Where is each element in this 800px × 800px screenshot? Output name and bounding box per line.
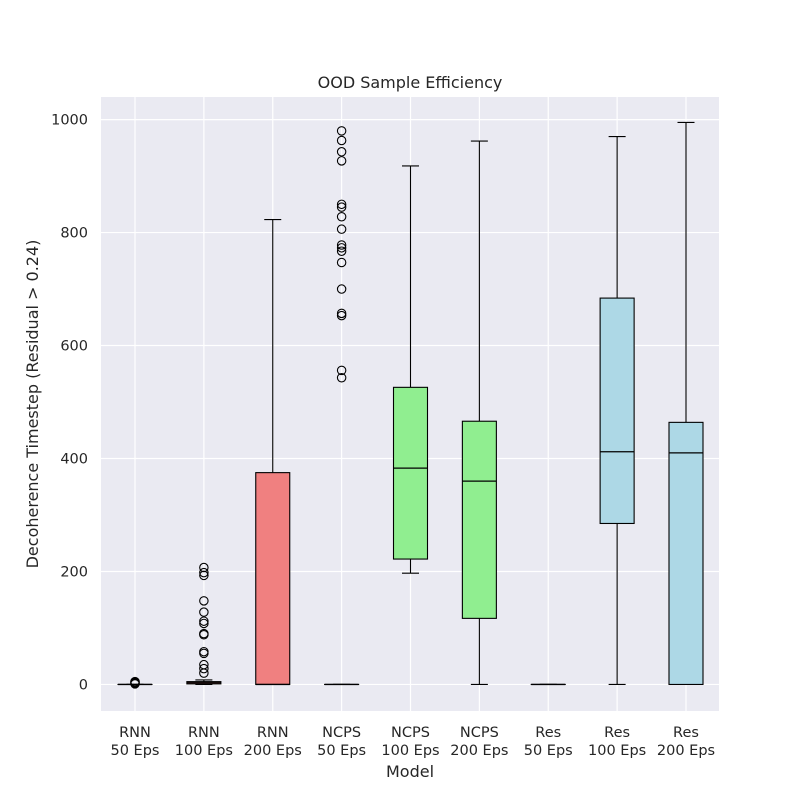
outlier-point: [199, 562, 209, 573]
x-tick-label: RNN: [119, 725, 151, 741]
x-tick-label: NCPS: [322, 725, 361, 741]
outlier-point: [336, 365, 347, 376]
x-tick-label: NCPS: [391, 725, 430, 741]
x-tick-label-sub: 50 Eps: [111, 743, 160, 759]
y-axis-ticks: 0 200 400 600 800 1000: [51, 113, 88, 694]
outlier-point: [336, 284, 347, 294]
outlier-point: [199, 607, 209, 617]
outlier-point: [336, 199, 347, 210]
x-axis-label: Model: [386, 762, 434, 781]
outlier-point: [336, 310, 347, 321]
chart-title: OOD Sample Efficiency: [318, 73, 503, 92]
outlier-point: [199, 596, 209, 606]
x-tick-label-sub: 100 Eps: [381, 743, 439, 759]
outlier-point: [199, 567, 209, 578]
x-tick-label-sub: 200 Eps: [244, 743, 302, 759]
box-body: [392, 386, 429, 560]
x-tick-label: Res: [673, 725, 699, 741]
outlier-point: [336, 126, 347, 136]
outlier-point: [336, 202, 347, 212]
x-tick-label: RNN: [188, 725, 220, 741]
x-tick-label: Res: [604, 725, 630, 741]
y-axis-label: Decoherence Timestep (Residual > 0.24): [23, 240, 42, 569]
outlier-point: [336, 156, 347, 166]
outlier-point: [199, 646, 209, 657]
outlier-point: [336, 246, 347, 256]
x-tick-label-sub: 100 Eps: [175, 743, 233, 759]
y-tick-label: 200: [60, 564, 88, 580]
y-tick-label: 0: [79, 677, 88, 693]
y-tick-label: 400: [60, 452, 88, 468]
outlier-point: [336, 135, 347, 146]
x-tick-label-sub: 50 Eps: [317, 743, 366, 759]
box-8: [599, 135, 635, 686]
x-tick-label-sub: 50 Eps: [524, 743, 573, 759]
box-body: [461, 420, 497, 619]
box-body: [668, 421, 704, 686]
box-9: [668, 121, 704, 686]
y-tick-label: 600: [60, 339, 88, 355]
x-tick-label-sub: 100 Eps: [588, 743, 646, 759]
x-tick-label-sub: 200 Eps: [450, 743, 508, 759]
box-body: [599, 297, 635, 525]
outlier-point: [336, 257, 347, 268]
x-tick-label: NCPS: [460, 725, 499, 741]
outlier-point: [336, 240, 347, 250]
y-tick-label: 800: [60, 226, 88, 242]
boxes: [117, 121, 704, 689]
box-4: [324, 126, 360, 686]
x-tick-label: RNN: [257, 725, 289, 741]
box-5: [392, 165, 429, 574]
outlier-point: [199, 659, 209, 670]
box-3: [255, 219, 291, 686]
box-2: [186, 562, 222, 686]
x-axis-ticks: RNN 50 Eps RNN 100 Eps RNN 200 Eps NCPS 50 Eps N…: [111, 725, 716, 759]
outlier-point: [336, 308, 347, 319]
x-tick-label-sub: 200 Eps: [657, 743, 715, 759]
outlier-point: [130, 676, 140, 687]
outlier-point: [199, 618, 209, 629]
outlier-point: [336, 224, 347, 234]
outlier-point: [336, 372, 347, 383]
outlier-point: [199, 628, 209, 639]
outlier-point: [336, 211, 347, 222]
box-1: [117, 676, 153, 689]
box-6: [461, 140, 497, 686]
box-body: [255, 472, 291, 686]
outlier-point: [336, 147, 347, 157]
outlier-point: [199, 616, 209, 626]
y-tick-label: 1000: [51, 113, 88, 129]
outlier-point: [199, 663, 209, 674]
outlier-point: [336, 243, 347, 253]
x-tick-label: Res: [535, 725, 561, 741]
